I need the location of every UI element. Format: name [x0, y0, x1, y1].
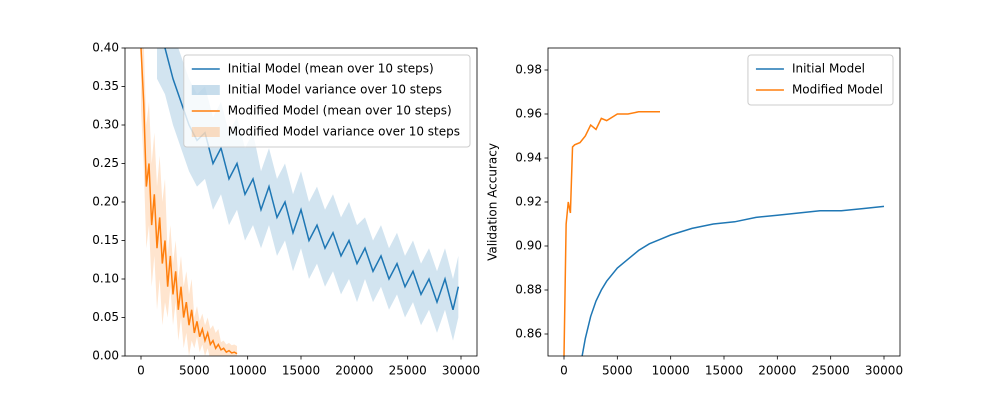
legend-label: Initial Model (mean over 10 steps) [228, 62, 434, 76]
legend-label: Modified Model (mean over 10 steps) [228, 104, 452, 118]
x-tick-label: 0 [137, 364, 145, 378]
legend-box [183, 54, 471, 148]
legend-label: Initial Model [792, 62, 865, 76]
y-tick-label: 0.90 [515, 239, 542, 253]
y-tick-label: 0.35 [92, 79, 119, 93]
legend-swatch [191, 127, 220, 137]
x-tick-label: 5000 [179, 364, 210, 378]
plot-area [563, 111, 885, 356]
legend-label: Initial Model variance over 10 steps [228, 83, 442, 97]
x-tick-label: 15000 [705, 364, 743, 378]
variance-band [157, 48, 459, 341]
y-tick-label: 0.92 [515, 195, 542, 209]
y-tick-label: 0.40 [92, 41, 119, 55]
y-tick-label: 0.94 [515, 151, 542, 165]
series-line [563, 111, 660, 356]
y-tick-label: 0.86 [515, 327, 542, 341]
legend: Initial Model Modified Model [747, 54, 894, 106]
x-tick-label: 25000 [812, 364, 850, 378]
x-tick-label: 25000 [389, 364, 427, 378]
x-tick-label: 15000 [282, 364, 320, 378]
x-tick-label: 0 [560, 364, 568, 378]
x-tick-label: 30000 [442, 364, 480, 378]
series-line [581, 205, 885, 356]
y-tick-label: 0.15 [92, 233, 119, 247]
series-line [140, 48, 238, 355]
y-tick-label: 0.96 [515, 107, 542, 121]
legend-label: Modified Model [792, 83, 883, 97]
legend-swatch [191, 85, 220, 95]
variance-band [141, 48, 237, 356]
y-axis-label: Validation Accuracy [486, 143, 500, 261]
y-tick-label: 0.98 [515, 63, 542, 77]
legend-label: Modified Model variance over 10 steps [228, 125, 460, 139]
x-tick-label: 10000 [652, 364, 690, 378]
y-tick-label: 0.00 [92, 349, 119, 363]
legend-box [747, 54, 894, 106]
y-tick-label: 0.10 [92, 272, 119, 286]
legend: Initial Model (mean over 10 steps) Initia… [183, 54, 471, 148]
y-tick-label: 0.20 [92, 195, 119, 209]
x-tick-label: 20000 [758, 364, 796, 378]
y-tick-label: 0.88 [515, 283, 542, 297]
y-tick-label: 0.30 [92, 118, 119, 132]
x-tick-label: 5000 [602, 364, 633, 378]
y-tick-label: 0.05 [92, 310, 119, 324]
x-tick-label: 10000 [229, 364, 267, 378]
x-tick-label: 30000 [865, 364, 903, 378]
x-tick-label: 20000 [335, 364, 373, 378]
y-tick-label: 0.25 [92, 156, 119, 170]
